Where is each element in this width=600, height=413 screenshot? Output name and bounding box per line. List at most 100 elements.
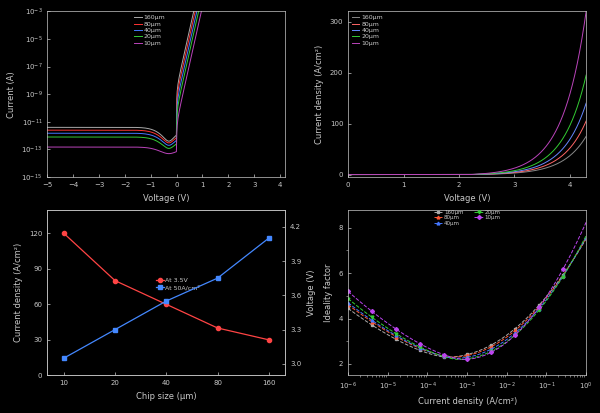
Line: 80μm: 80μm: [348, 121, 586, 175]
20μm: [517, 167, 524, 172]
80μm: [422, 172, 430, 177]
10μm: [422, 172, 430, 177]
At 50A/cm²: [214, 276, 221, 281]
10μm: [184, 69, 191, 74]
20μm: [105, 135, 112, 140]
160μm: [373, 326, 380, 331]
10μm: [373, 172, 380, 177]
20μm: [344, 296, 352, 301]
40μm: [422, 172, 430, 177]
20μm: [494, 171, 502, 176]
80μm: [151, 131, 158, 136]
10μm: [344, 172, 352, 177]
20μm: [518, 166, 525, 171]
160μm: [439, 354, 446, 359]
10μm: [151, 147, 158, 152]
80μm: [439, 172, 446, 177]
160μm: [422, 350, 430, 355]
80μm: [439, 354, 446, 358]
80μm: [517, 169, 524, 174]
160μm: [518, 320, 526, 325]
X-axis label: Current density (A/cm²): Current density (A/cm²): [418, 397, 517, 406]
At 3.5V: [112, 278, 119, 283]
160μm: [165, 139, 172, 144]
80μm: [373, 172, 380, 177]
160μm: [44, 125, 51, 130]
20μm: [583, 233, 590, 238]
80μm: [494, 171, 502, 176]
10μm: [518, 163, 525, 168]
80μm: [583, 235, 590, 240]
At 50A/cm²: [163, 299, 170, 304]
160μm: [583, 236, 590, 241]
Line: 40μm: 40μm: [47, 0, 285, 145]
Legend: 160μm, 80μm, 40μm, 20μm, 10μm: 160μm, 80μm, 40μm, 20μm, 10μm: [134, 14, 166, 46]
40μm: [165, 143, 172, 148]
Line: 20μm: 20μm: [347, 234, 587, 361]
10μm: [86, 145, 93, 150]
10μm: [583, 9, 590, 14]
20μm: [86, 135, 93, 140]
40μm: [517, 326, 524, 331]
At 3.5V: [60, 231, 67, 236]
20μm: [373, 318, 380, 323]
Line: At 50A/cm²: At 50A/cm²: [62, 236, 271, 360]
20μm: [422, 347, 430, 352]
At 50A/cm²: [265, 236, 272, 241]
20μm: [439, 354, 446, 358]
10μm: [439, 172, 446, 177]
80μm: [422, 348, 430, 353]
10μm: [517, 164, 524, 169]
80μm: [165, 140, 172, 145]
40μm: [422, 348, 430, 353]
40μm: [86, 131, 93, 136]
160μm: [422, 172, 430, 177]
160μm: [518, 170, 525, 175]
10μm: [165, 151, 172, 156]
Legend: 160μm, 80μm, 40μm, 20μm, 10μm: 160μm, 80μm, 40μm, 20μm, 10μm: [351, 14, 383, 46]
80μm: [44, 128, 51, 133]
Line: 160μm: 160μm: [347, 237, 587, 358]
Line: 10μm: 10μm: [348, 11, 586, 175]
40μm: [344, 172, 352, 177]
Line: 160μm: 160μm: [47, 0, 285, 141]
160μm: [517, 170, 524, 175]
Line: 20μm: 20μm: [47, 0, 285, 148]
At 3.5V: [265, 337, 272, 342]
80μm: [344, 302, 352, 307]
80μm: [344, 172, 352, 177]
40μm: [151, 134, 158, 139]
10μm: [44, 145, 51, 150]
40μm: [518, 168, 525, 173]
160μm: [517, 321, 524, 326]
10μm: [439, 352, 446, 357]
40μm: [517, 169, 524, 173]
80μm: [373, 323, 380, 328]
Line: 40μm: 40μm: [347, 236, 587, 360]
160μm: [583, 134, 590, 139]
20μm: [344, 172, 352, 177]
160μm: [105, 125, 112, 130]
40μm: [439, 172, 446, 177]
Line: 10μm: 10μm: [347, 221, 587, 361]
Y-axis label: Voltage (V): Voltage (V): [307, 269, 316, 316]
40μm: [518, 325, 526, 330]
80μm: [518, 169, 525, 174]
160μm: [344, 172, 352, 177]
10μm: [344, 289, 352, 294]
20μm: [495, 345, 502, 350]
40μm: [44, 131, 51, 136]
At 50A/cm²: [112, 327, 119, 332]
20μm: [44, 135, 51, 140]
Y-axis label: Current density (A/cm²): Current density (A/cm²): [315, 45, 324, 144]
160μm: [184, 35, 191, 40]
160μm: [439, 172, 446, 177]
X-axis label: Chip size (μm): Chip size (μm): [136, 392, 197, 401]
10μm: [495, 346, 502, 351]
80μm: [86, 128, 93, 133]
X-axis label: Voltage (V): Voltage (V): [444, 194, 490, 202]
At 50A/cm²: [60, 356, 67, 361]
20μm: [373, 172, 380, 177]
160μm: [373, 172, 380, 177]
80μm: [495, 340, 502, 345]
